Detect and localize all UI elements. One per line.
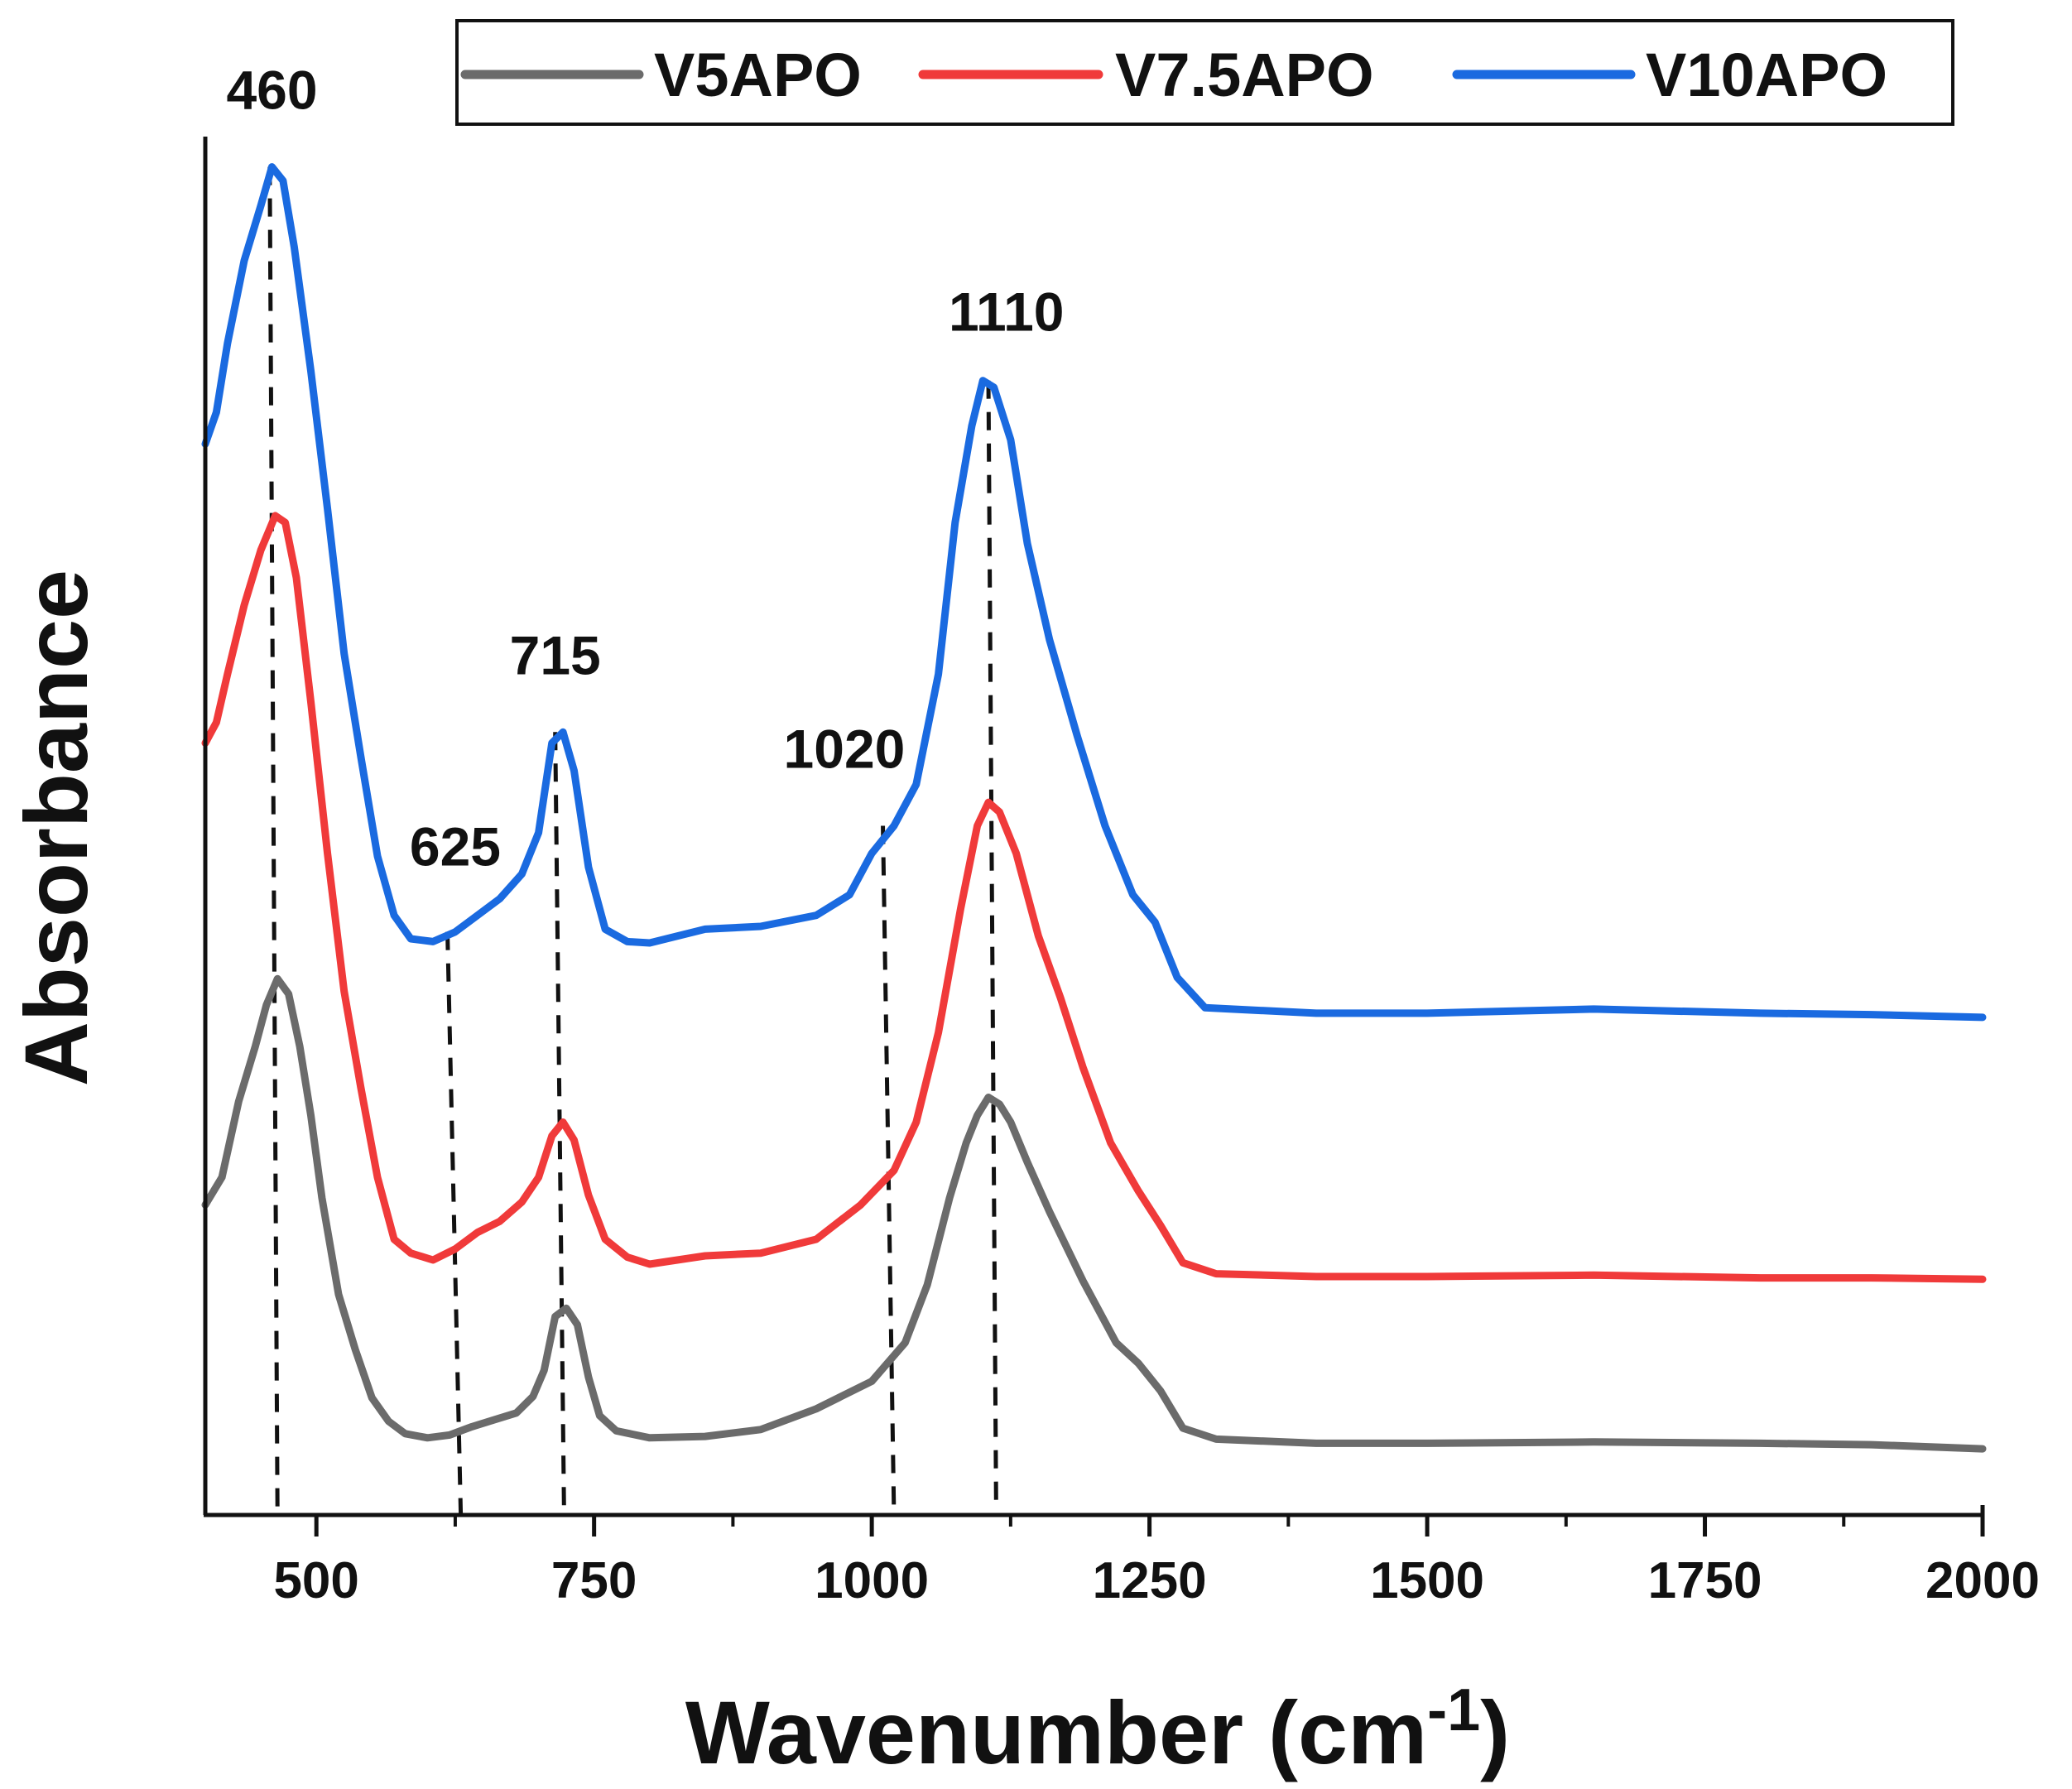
x-tick-label: 750 <box>551 1552 637 1609</box>
peak-label: 625 <box>410 816 501 878</box>
x-axis-title-close: ) <box>1480 1682 1510 1782</box>
x-tick-label: 1500 <box>1370 1552 1484 1609</box>
legend-label: V10APO <box>1646 41 1887 109</box>
legend: V5APO V7.5APO V10APO <box>455 19 1954 126</box>
legend-box <box>455 19 1954 126</box>
peak-label: 460 <box>226 60 317 121</box>
x-tick-label: 2000 <box>1925 1552 2040 1609</box>
peak-guide-line <box>881 825 897 1516</box>
peak-guide-line <box>267 166 280 1516</box>
series-line-v7-5apo <box>201 512 1987 1283</box>
series-group <box>201 163 1987 1453</box>
x-tick-label: 1250 <box>1093 1552 1207 1609</box>
peak-label: 1110 <box>949 281 1065 343</box>
y-axis-title: Absorbance <box>6 570 106 1086</box>
peak-label: 715 <box>510 624 601 685</box>
x-axis-title-superscript: -1 <box>1427 1677 1480 1743</box>
peak-annotations: 460 625 715 1020 1110 <box>226 60 1064 878</box>
x-tick-label: 500 <box>273 1552 358 1609</box>
series-line-v5apo <box>201 974 1987 1453</box>
x-axis-title-main: Wavenumber (cm <box>685 1682 1427 1782</box>
series-line-v10apo <box>201 163 1987 1022</box>
legend-label: V7.5APO <box>1115 41 1374 109</box>
peak-guide-line <box>986 380 998 1516</box>
x-tick-label: 1750 <box>1648 1552 1762 1609</box>
peak-label: 1020 <box>784 719 906 780</box>
x-tick-label: 1000 <box>815 1552 929 1609</box>
legend-label: V5APO <box>654 41 862 109</box>
axes: 500 750 1000 1250 1500 1750 2000 <box>203 137 2040 1609</box>
x-axis-title: Wavenumber (cm-1) <box>685 1677 1510 1782</box>
peak-guide-line <box>445 931 464 1516</box>
